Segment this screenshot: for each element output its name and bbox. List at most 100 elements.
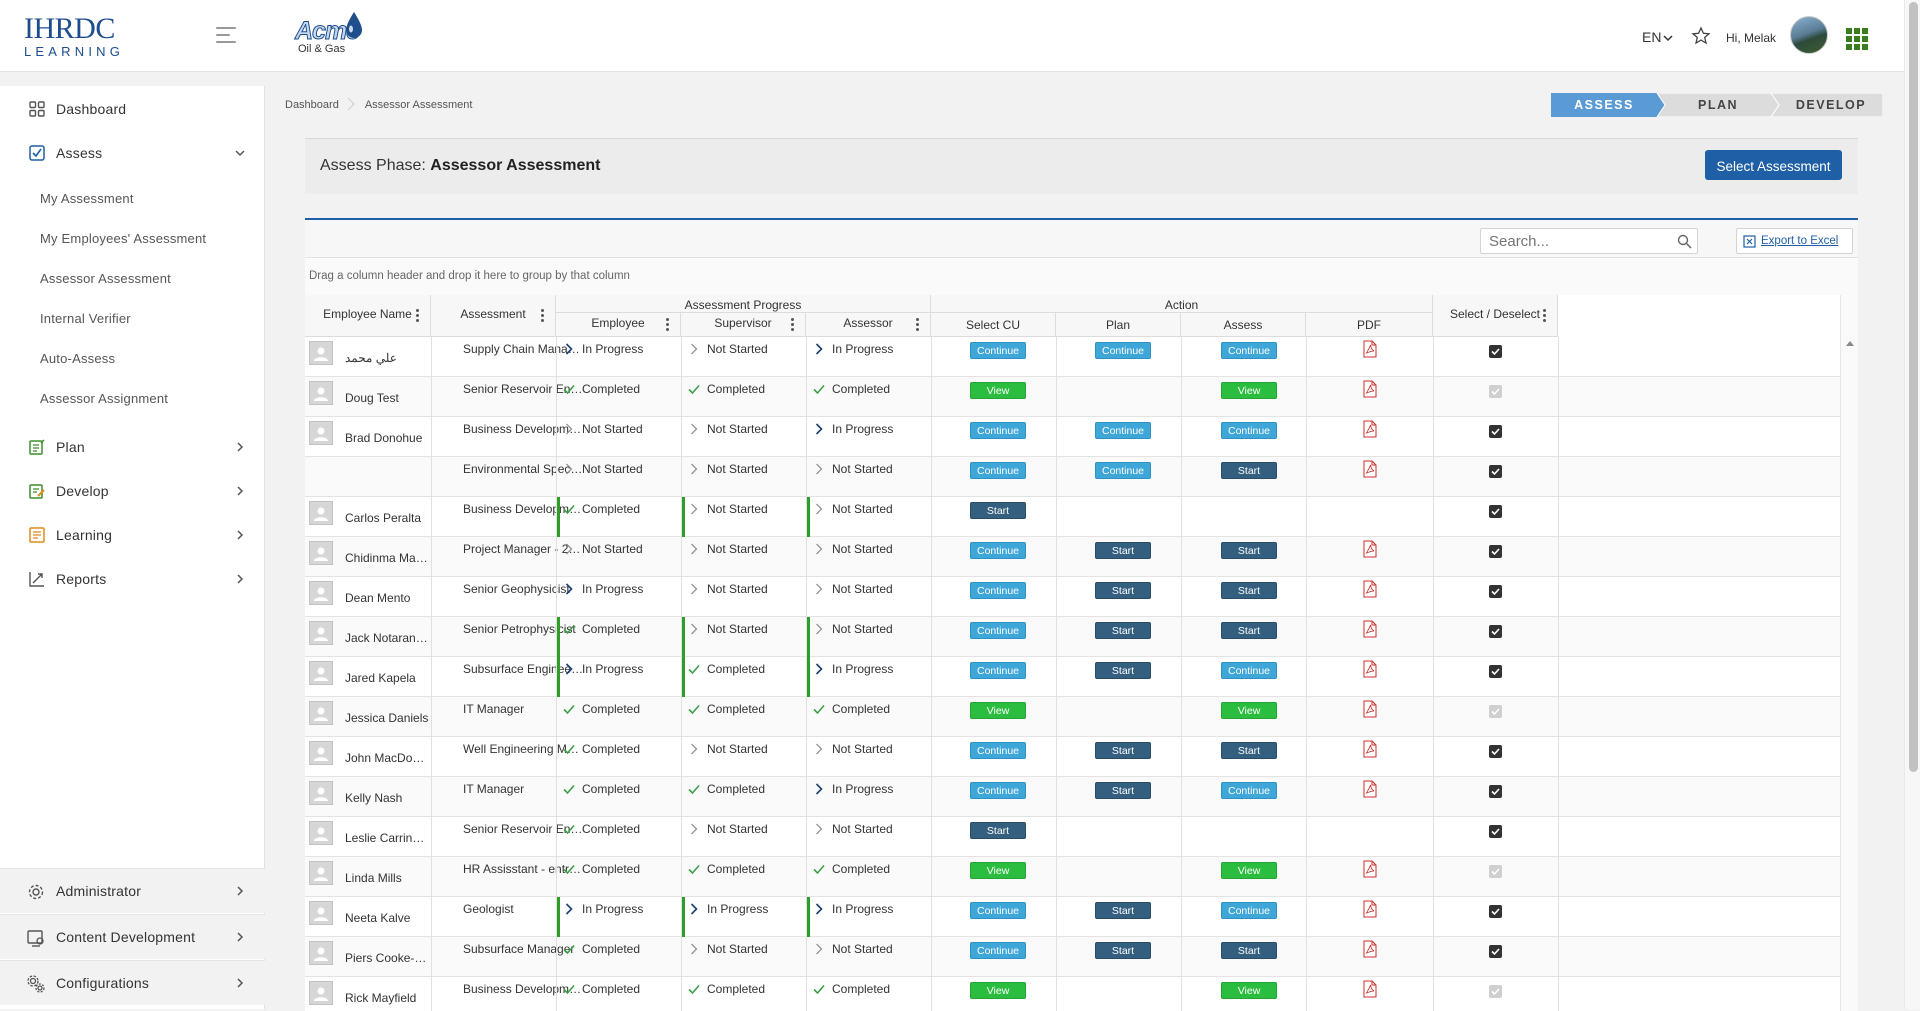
select-checkbox[interactable] [1489, 625, 1502, 638]
plan-continue-button[interactable]: Continue [1095, 342, 1151, 359]
pdf-icon[interactable] [1363, 700, 1377, 718]
select-checkbox[interactable] [1489, 785, 1502, 798]
col-header-assessment-progress[interactable]: Assessment Progress [556, 295, 931, 313]
cu-continue-button[interactable]: Continue [970, 422, 1026, 439]
assess-view-button[interactable]: View [1221, 862, 1277, 879]
user-avatar[interactable] [1790, 16, 1828, 54]
plan-start-button[interactable]: Start [1095, 662, 1151, 679]
employee-name[interactable]: Doug Test [345, 391, 399, 405]
pdf-icon[interactable] [1363, 660, 1377, 678]
assess-view-button[interactable]: View [1221, 382, 1277, 399]
employee-name[interactable]: Carlos Peralta [345, 511, 422, 525]
select-checkbox[interactable] [1489, 665, 1502, 678]
assess-start-button[interactable]: Start [1221, 942, 1277, 959]
select-checkbox[interactable] [1489, 425, 1502, 438]
col-header-select-cu[interactable]: Select CU [931, 313, 1056, 337]
pdf-icon[interactable] [1363, 620, 1377, 638]
pdf-icon[interactable] [1363, 380, 1377, 398]
col-header-supervisor[interactable]: Supervisor [681, 313, 806, 337]
assess-start-button[interactable]: Start [1221, 542, 1277, 559]
assess-continue-button[interactable]: Continue [1221, 662, 1277, 679]
sidebar-item-develop[interactable]: Develop [0, 472, 265, 512]
select-checkbox[interactable] [1489, 825, 1502, 838]
column-menu-icon[interactable] [916, 318, 920, 332]
cu-continue-button[interactable]: Continue [970, 782, 1026, 799]
ihrdc-logo[interactable]: IHRDC LEARNING [24, 14, 120, 60]
cu-view-button[interactable]: View [970, 702, 1026, 719]
employee-name[interactable]: Piers Cooke-Yarborough [345, 951, 429, 965]
column-menu-icon[interactable] [1543, 308, 1547, 323]
plan-start-button[interactable]: Start [1095, 622, 1151, 639]
cu-continue-button[interactable]: Continue [970, 462, 1026, 479]
employee-name[interactable]: Jack Notarangelo [345, 631, 429, 645]
apps-grid-icon[interactable] [1846, 28, 1868, 50]
sidebar-item-assess[interactable]: Assess [0, 134, 265, 174]
col-header-action[interactable]: Action [931, 295, 1433, 313]
column-menu-icon[interactable] [666, 318, 670, 332]
search-input[interactable] [1480, 228, 1698, 254]
sidebar-item-dashboard[interactable]: Dashboard [0, 90, 265, 130]
col-header-assess[interactable]: Assess [1181, 313, 1306, 337]
sidebar-item-reports[interactable]: Reports [0, 560, 265, 600]
assess-view-button[interactable]: View [1221, 702, 1277, 719]
plan-start-button[interactable]: Start [1095, 942, 1151, 959]
column-menu-icon[interactable] [541, 308, 545, 323]
select-checkbox[interactable] [1489, 545, 1502, 558]
pdf-icon[interactable] [1363, 580, 1377, 598]
assess-continue-button[interactable]: Continue [1221, 342, 1277, 359]
breadcrumb-dashboard[interactable]: Dashboard [285, 99, 339, 111]
phase-assess[interactable]: ASSESS [1574, 98, 1634, 112]
employee-name[interactable]: Linda Mills [345, 871, 402, 885]
employee-name[interactable]: Leslie Carrington [345, 831, 429, 845]
cu-start-button[interactable]: Start [970, 502, 1026, 519]
cu-continue-button[interactable]: Continue [970, 742, 1026, 759]
cu-continue-button[interactable]: Continue [970, 582, 1026, 599]
employee-name[interactable]: Kelly Nash [345, 791, 403, 805]
col-header-assessment[interactable]: Assessment [431, 295, 556, 337]
assess-continue-button[interactable]: Continue [1221, 902, 1277, 919]
cu-continue-button[interactable]: Continue [970, 662, 1026, 679]
cu-continue-button[interactable]: Continue [970, 342, 1026, 359]
sidebar-subitem-assessor-assessment[interactable]: Assessor Assessment [40, 271, 171, 286]
select-checkbox[interactable] [1489, 505, 1502, 518]
assess-start-button[interactable]: Start [1221, 622, 1277, 639]
sidebar-item-administrator[interactable]: Administrator [0, 868, 265, 913]
pdf-icon[interactable] [1363, 740, 1377, 758]
employee-name[interactable]: Neeta Kalve [345, 911, 411, 925]
employee-name[interactable]: John MacDonald [345, 751, 429, 765]
export-to-excel-button[interactable]: Export to Excel [1736, 228, 1853, 254]
cu-view-button[interactable]: View [970, 982, 1026, 999]
pdf-icon[interactable] [1363, 340, 1377, 358]
plan-start-button[interactable]: Start [1095, 582, 1151, 599]
language-selector[interactable]: EN [1642, 29, 1673, 45]
pdf-icon[interactable] [1363, 460, 1377, 478]
sidebar-item-learning[interactable]: Learning [0, 516, 265, 556]
plan-continue-button[interactable]: Continue [1095, 462, 1151, 479]
assess-start-button[interactable]: Start [1221, 462, 1277, 479]
cu-continue-button[interactable]: Continue [970, 942, 1026, 959]
phase-plan[interactable]: PLAN [1697, 98, 1739, 112]
select-checkbox[interactable] [1489, 905, 1502, 918]
plan-start-button[interactable]: Start [1095, 542, 1151, 559]
pdf-icon[interactable] [1363, 900, 1377, 918]
employee-name[interactable]: Dean Mento [345, 591, 411, 605]
user-greeting[interactable]: Hi, Melak [1726, 31, 1777, 45]
col-header-employee[interactable]: Employee [556, 313, 681, 337]
menu-toggle-icon[interactable] [216, 26, 240, 44]
employee-name[interactable]: علي محمد [345, 351, 397, 365]
column-menu-icon[interactable] [416, 308, 420, 323]
page-scrollbar[interactable] [1904, 0, 1920, 1009]
employee-name[interactable]: Jared Kapela [345, 671, 416, 685]
col-header-assessor[interactable]: Assessor [806, 313, 931, 337]
select-checkbox[interactable] [1489, 465, 1502, 478]
sidebar-subitem-assessor-assignment[interactable]: Assessor Assignment [40, 391, 169, 406]
employee-name[interactable]: Rick Mayfield [345, 991, 417, 1005]
employee-name[interactable]: Brad Donohue [345, 431, 423, 445]
plan-start-button[interactable]: Start [1095, 902, 1151, 919]
pdf-icon[interactable] [1363, 540, 1377, 558]
select-assessment-button[interactable]: Select Assessment [1705, 150, 1842, 180]
sidebar-subitem-my-assessment[interactable]: My Assessment [40, 191, 134, 206]
cu-continue-button[interactable]: Continue [970, 542, 1026, 559]
cu-view-button[interactable]: View [970, 382, 1026, 399]
select-checkbox[interactable] [1489, 345, 1502, 358]
